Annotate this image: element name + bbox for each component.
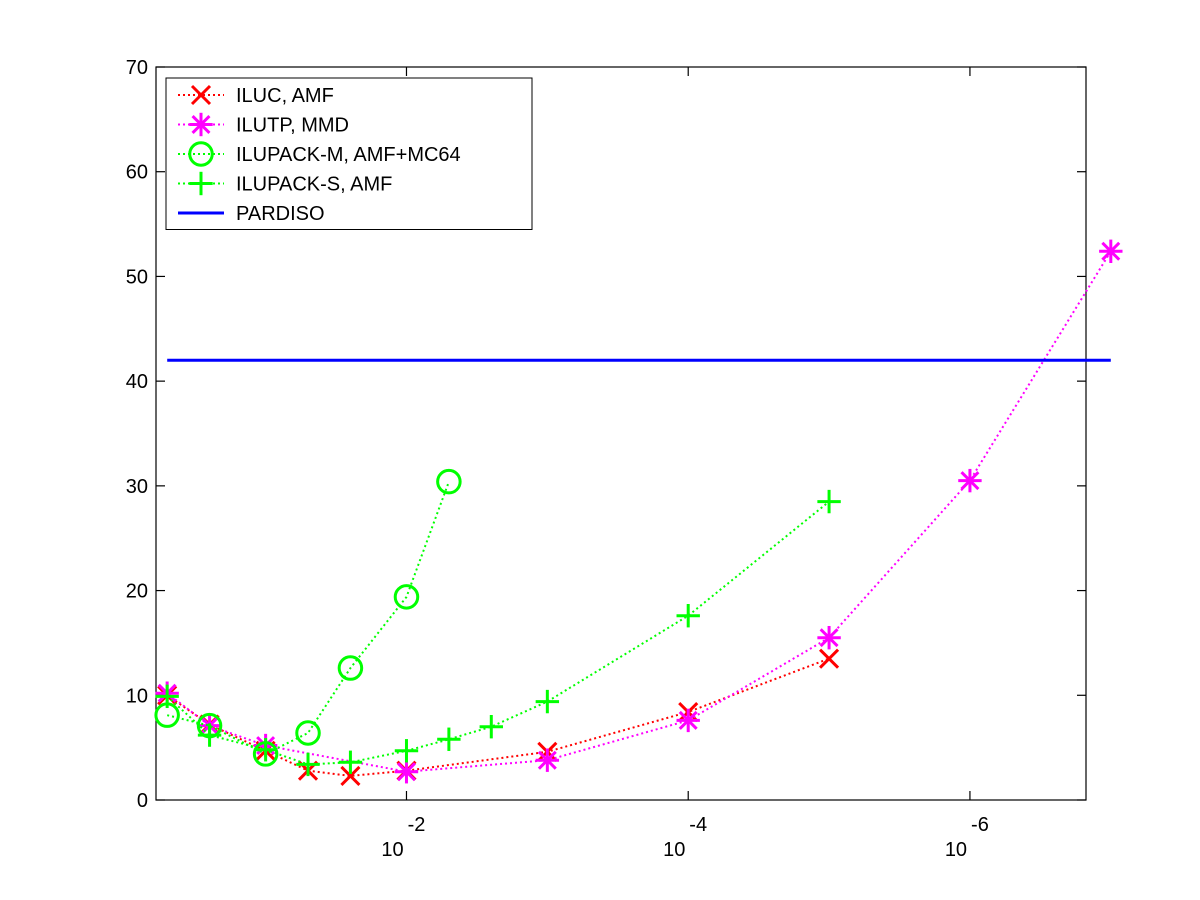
legend-label: ILUC, AMF <box>236 85 334 107</box>
data-point-x <box>340 765 361 786</box>
data-point-asterisk <box>535 748 560 772</box>
data-point-plus <box>817 489 841 514</box>
legend-entry: ILUC, AMF <box>178 84 334 107</box>
legend-label: ILUPACK-M, AMF+MC64 <box>236 144 461 166</box>
data-point-plus <box>155 684 179 709</box>
series-line <box>166 500 830 766</box>
asterisk-marker-stroke <box>960 471 980 491</box>
data-point-plus <box>338 750 363 775</box>
y-tick-label: 10 <box>126 685 148 707</box>
y-tick-label: 40 <box>126 371 148 393</box>
y-tick-label: 70 <box>126 57 148 79</box>
circle-marker-ring <box>295 720 321 746</box>
asterisk-marker-stroke <box>678 710 698 730</box>
x-tick-label-exponent: -6 <box>971 814 989 836</box>
asterisk-marker-stroke <box>819 628 839 648</box>
data-point-plus <box>197 723 222 747</box>
y-tick-label: 30 <box>126 476 148 498</box>
asterisk-marker-stroke <box>396 762 416 782</box>
data-point-circle <box>188 141 214 167</box>
legend-label: PARDISO <box>236 203 325 225</box>
y-tick-label: 60 <box>126 162 148 184</box>
asterisk-marker-stroke <box>191 115 211 134</box>
x-tick-label-base: 10 <box>945 839 967 861</box>
data-point-asterisk <box>817 625 841 650</box>
series-ilupack-s-amf <box>155 489 841 777</box>
x-tick-label-base: 10 <box>381 839 403 861</box>
circle-marker-ring <box>188 141 214 167</box>
legend-label: ILUTP, MMD <box>236 115 349 137</box>
data-point-x <box>819 648 840 669</box>
data-point-plus <box>394 739 419 763</box>
data-point-asterisk <box>1099 239 1123 263</box>
x-tick-label-exponent: -2 <box>408 814 426 836</box>
data-point-plus <box>437 727 461 751</box>
legend-entry: ILUTP, MMD <box>178 112 349 137</box>
legend-entry: ILUPACK-M, AMF+MC64 <box>178 141 461 167</box>
legend-entry: ILUPACK-S, AMF <box>178 171 392 196</box>
data-point-asterisk <box>189 112 213 137</box>
y-tick-label: 20 <box>126 581 148 603</box>
x-marker-stroke <box>190 84 212 106</box>
data-point-circle <box>295 720 321 746</box>
legend-label: ILUPACK-S, AMF <box>236 174 392 196</box>
data-point-asterisk <box>394 760 419 784</box>
legend-box <box>165 77 533 230</box>
data-point-plus <box>253 738 278 762</box>
x-marker-stroke <box>819 648 840 669</box>
legend-entry: PARDISO <box>178 203 325 225</box>
asterisk-marker-stroke <box>537 750 557 770</box>
x-marker-stroke <box>340 765 361 786</box>
data-point-asterisk <box>958 468 982 493</box>
x-tick-label-base: 10 <box>663 839 685 861</box>
asterisk-marker-stroke <box>1101 241 1121 261</box>
data-point-circle <box>393 584 420 610</box>
data-point-plus <box>535 689 560 714</box>
data-point-plus <box>189 171 213 196</box>
data-point-circle <box>337 655 364 681</box>
y-tick-label: 50 <box>126 266 148 288</box>
data-point-plus <box>676 604 700 628</box>
data-point-circle <box>436 468 462 495</box>
x-tick-label-exponent: -4 <box>689 814 707 836</box>
data-point-plus <box>296 752 320 777</box>
data-point-plus <box>479 715 503 739</box>
series-line <box>166 481 450 756</box>
data-point-asterisk <box>676 708 700 733</box>
series-layer <box>154 239 1123 786</box>
circle-marker-ring <box>436 468 462 495</box>
circle-marker-ring <box>393 584 420 610</box>
data-point-x <box>190 84 212 106</box>
legend: ILUC, AMF ILUTP, MMD ILUPACK-M, AMF+MC64 IL… <box>165 77 533 230</box>
circle-marker-ring <box>337 655 364 681</box>
y-tick-label: 0 <box>137 790 148 812</box>
